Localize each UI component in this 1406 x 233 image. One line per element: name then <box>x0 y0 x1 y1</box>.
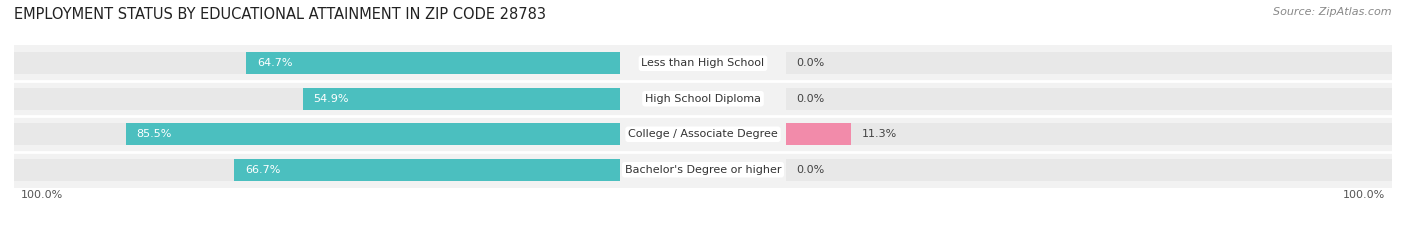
Bar <box>246 52 620 74</box>
Text: High School Diploma: High School Diploma <box>645 94 761 104</box>
Text: 11.3%: 11.3% <box>862 129 897 139</box>
Bar <box>786 159 1406 181</box>
Bar <box>786 88 1406 110</box>
Bar <box>235 159 620 181</box>
Bar <box>786 123 851 145</box>
Bar <box>786 52 1406 74</box>
Text: Less than High School: Less than High School <box>641 58 765 68</box>
Bar <box>14 116 1392 152</box>
Bar <box>125 123 620 145</box>
Bar <box>0 159 620 181</box>
Text: 0.0%: 0.0% <box>797 94 825 104</box>
Bar <box>0 88 620 110</box>
Text: 100.0%: 100.0% <box>21 190 63 200</box>
Text: 54.9%: 54.9% <box>314 94 349 104</box>
Text: Bachelor's Degree or higher: Bachelor's Degree or higher <box>624 165 782 175</box>
Bar <box>14 45 1392 81</box>
Text: College / Associate Degree: College / Associate Degree <box>628 129 778 139</box>
Text: Source: ZipAtlas.com: Source: ZipAtlas.com <box>1274 7 1392 17</box>
Text: 85.5%: 85.5% <box>136 129 172 139</box>
Legend: In Labor Force, Unemployed: In Labor Force, Unemployed <box>599 229 807 233</box>
Bar <box>14 152 1392 188</box>
Text: 0.0%: 0.0% <box>797 58 825 68</box>
Bar <box>786 123 1406 145</box>
Text: 66.7%: 66.7% <box>246 165 281 175</box>
Bar <box>14 81 1392 116</box>
Text: 64.7%: 64.7% <box>257 58 292 68</box>
Bar <box>302 88 620 110</box>
Text: 100.0%: 100.0% <box>1343 190 1385 200</box>
Bar <box>0 123 620 145</box>
Text: EMPLOYMENT STATUS BY EDUCATIONAL ATTAINMENT IN ZIP CODE 28783: EMPLOYMENT STATUS BY EDUCATIONAL ATTAINM… <box>14 7 546 22</box>
Text: 0.0%: 0.0% <box>797 165 825 175</box>
Bar <box>0 52 620 74</box>
